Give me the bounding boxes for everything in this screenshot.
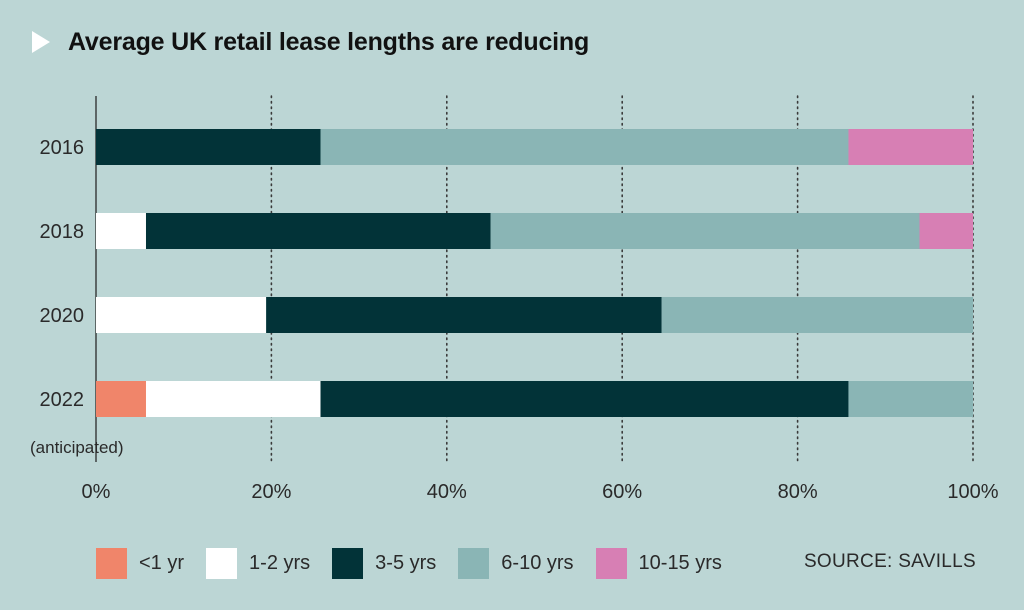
legend-item: <1 yr (96, 547, 185, 579)
play-arrow-icon (32, 31, 50, 53)
x-tick-label: 60% (602, 481, 642, 503)
category-note: (anticipated) (30, 438, 124, 457)
legend-swatch (332, 547, 364, 579)
legend-label: 1-2 yrs (249, 551, 311, 574)
bar-segment (320, 129, 849, 165)
bar-segment (145, 213, 491, 249)
legend-item: 10-15 yrs (595, 547, 722, 579)
legend-item: 6-10 yrs (458, 547, 574, 579)
legend-swatch (206, 547, 238, 579)
chart-title: Average UK retail lease lengths are redu… (68, 27, 590, 56)
legend-label: 10-15 yrs (638, 551, 722, 574)
x-tick-label: 100% (947, 481, 998, 503)
title-row: Average UK retail lease lengths are redu… (32, 24, 589, 60)
x-tick-label: 0% (82, 481, 111, 503)
bar-segment (145, 381, 321, 417)
category-label: 2018 (40, 221, 85, 243)
legend-label: 6-10 yrs (501, 551, 574, 574)
legend-swatch (595, 547, 627, 579)
bar-segment (266, 297, 662, 333)
legend-label: 3-5 yrs (375, 551, 437, 574)
bar-segment (96, 381, 146, 417)
legend-item: 3-5 yrs (332, 547, 437, 579)
legend-item: 1-2 yrs (206, 547, 311, 579)
bar-segment (96, 213, 146, 249)
bar-segment (919, 213, 973, 249)
chart: 0% 20% 40% 60% 80% 100% 2016 2018 2020 2022 (antic… (30, 95, 999, 503)
legend: <1 yr 1-2 yrs 3-5 yrs 6-10 yrs 10-15 yrs (96, 547, 744, 579)
legend-swatch (458, 547, 490, 579)
category-label: 2016 (40, 137, 85, 159)
bar-segment (96, 297, 267, 333)
category-label: 2020 (40, 305, 85, 327)
bar-segment (490, 213, 920, 249)
bar-segment (661, 297, 973, 333)
bar-segment (848, 381, 973, 417)
x-tick-label: 20% (251, 481, 291, 503)
x-tick-label: 80% (778, 481, 818, 503)
legend-label: <1 yr (139, 551, 185, 574)
bar-segment (848, 129, 973, 165)
source-note: SOURCE: SAVILLS (803, 551, 976, 572)
bar-segment (320, 381, 849, 417)
bar-segment (96, 129, 321, 165)
legend-swatch (96, 547, 127, 579)
x-tick-label: 40% (427, 481, 467, 503)
category-label: 2022 (40, 389, 85, 411)
